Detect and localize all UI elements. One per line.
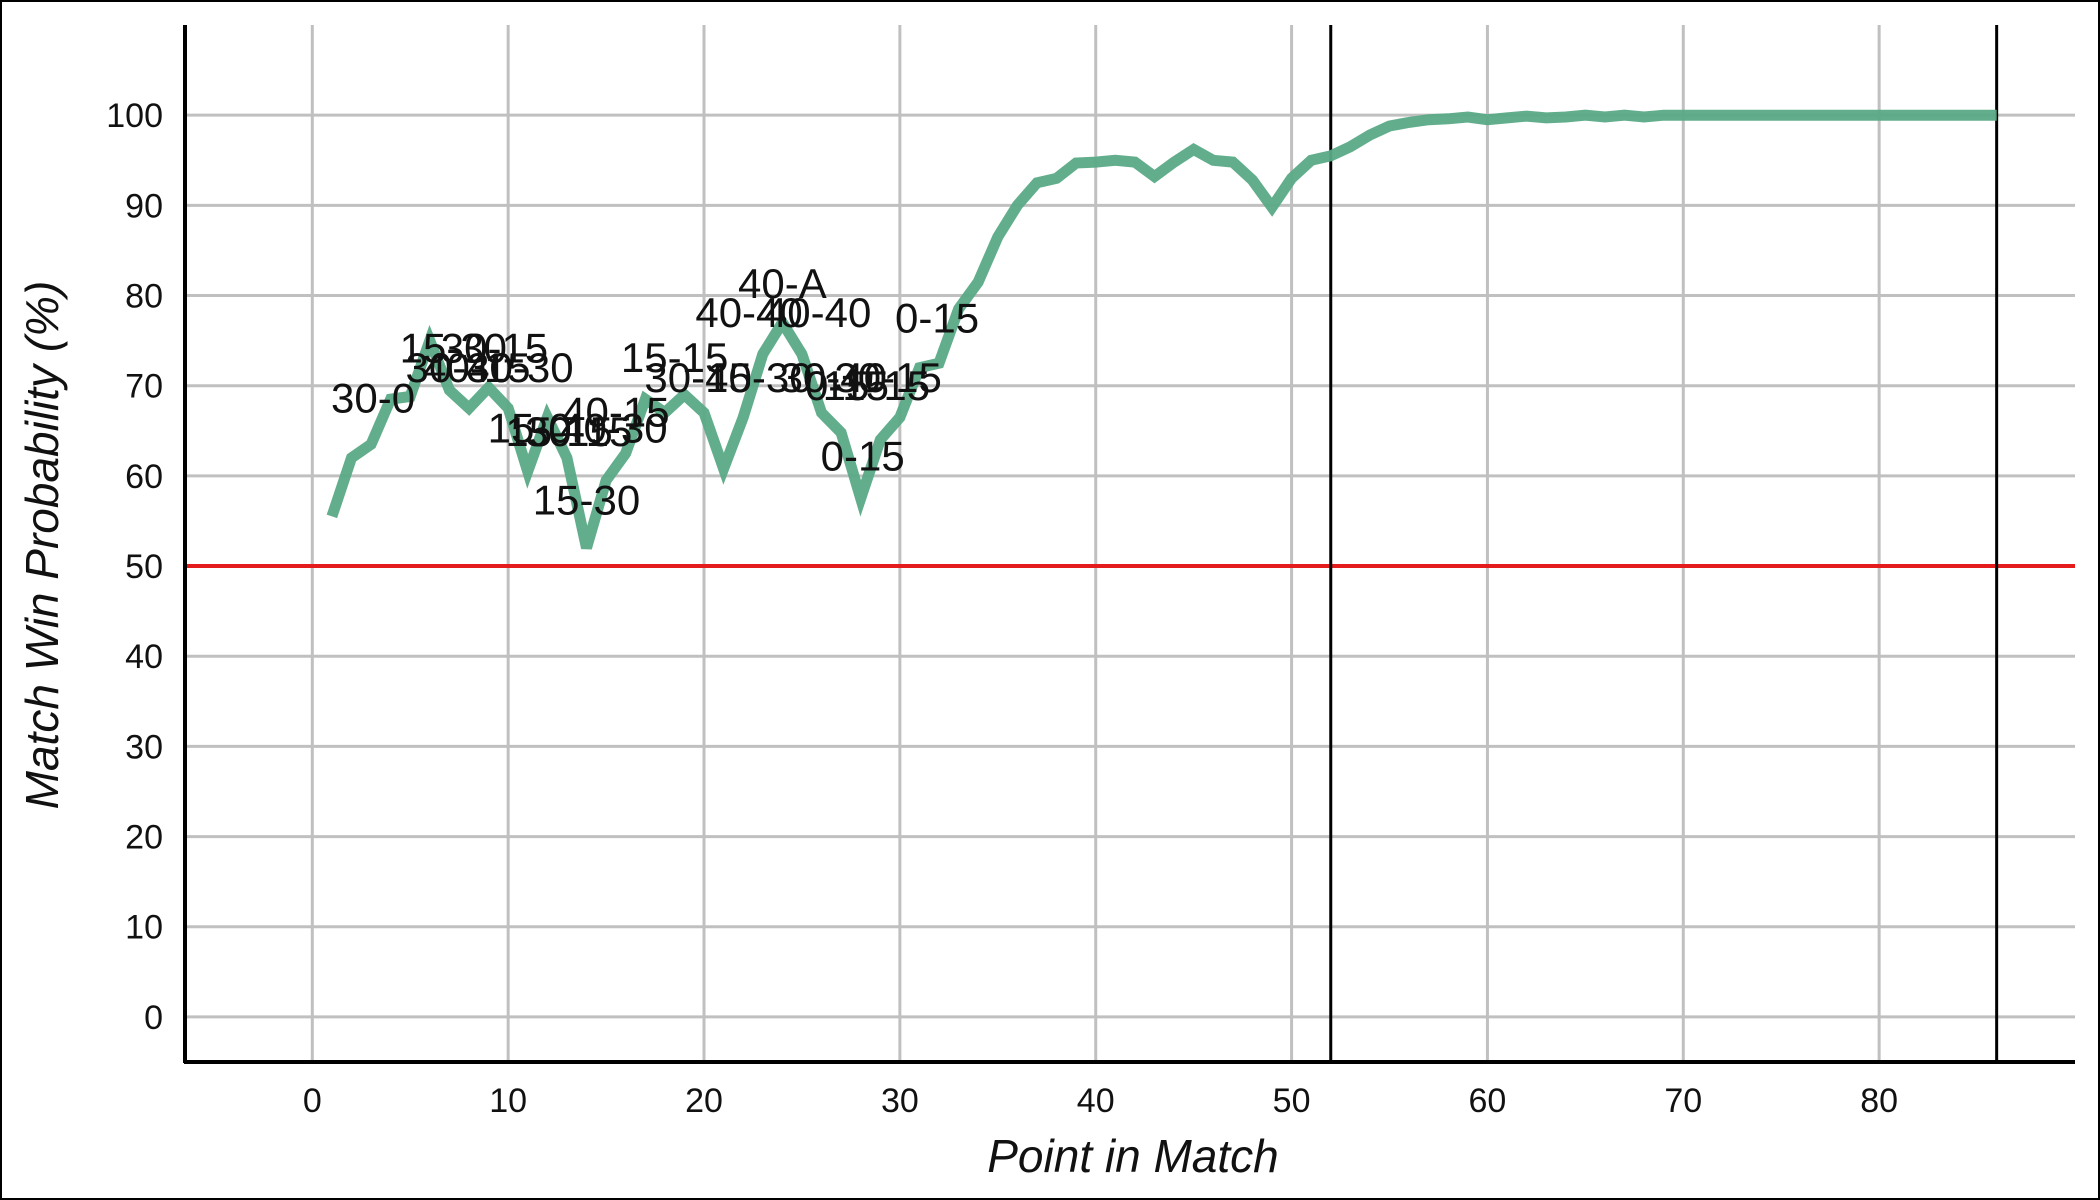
x-tick-label: 60 bbox=[1469, 1082, 1507, 1120]
axes: 0 10 20 30 40 50 60 70 80 0 10 20 30 40 50 60 70 80 90 100 bbox=[106, 25, 2075, 1120]
series-layer bbox=[326, 109, 1997, 550]
win-probability-line bbox=[326, 109, 1997, 550]
score-annotation: 15-30 bbox=[533, 477, 640, 524]
x-tick-label: 50 bbox=[1273, 1082, 1311, 1120]
score-annotation: 30-15 bbox=[644, 354, 751, 401]
score-annotation: 40-30 bbox=[466, 344, 573, 391]
score-annotation: 15-15 bbox=[621, 334, 728, 381]
score-annotation: 15-30 bbox=[400, 324, 507, 371]
y-tick-label: 50 bbox=[125, 548, 163, 586]
score-annotation: 30-0 bbox=[331, 375, 415, 422]
score-annotation: 30-40 bbox=[780, 354, 887, 401]
y-tick-label: 20 bbox=[125, 819, 163, 857]
score-annotation: 30-15 bbox=[834, 354, 941, 401]
score-annotation: 40-40 bbox=[764, 289, 871, 336]
score-annotation: 15-0 bbox=[488, 405, 572, 452]
score-annotation: 30-15 bbox=[441, 324, 548, 371]
y-tick-label: 90 bbox=[125, 187, 163, 225]
y-tick-label: 70 bbox=[125, 368, 163, 406]
y-tick-label: 30 bbox=[125, 728, 163, 766]
vertical-marker-layer bbox=[1329, 25, 1999, 1062]
score-annotation: 15-15 bbox=[823, 362, 930, 409]
y-tick-label: 0 bbox=[144, 999, 163, 1037]
annotation-layer: 30-015-3030-1530-3040-1540-3015-015-1530… bbox=[331, 260, 979, 523]
x-tick-label: 10 bbox=[489, 1082, 527, 1120]
x-tick-label: 70 bbox=[1664, 1082, 1702, 1120]
grid-lines bbox=[185, 25, 2075, 1062]
x-tick-label: 40 bbox=[1077, 1082, 1115, 1120]
y-tick-label: 100 bbox=[106, 97, 163, 135]
score-annotation: 40-A bbox=[738, 260, 827, 307]
y-tick-label: 40 bbox=[125, 638, 163, 676]
x-axis-label: Point in Match bbox=[987, 1130, 1278, 1182]
score-annotation: 40-30 bbox=[560, 405, 667, 452]
x-tick-label: 30 bbox=[881, 1082, 919, 1120]
score-annotation: 40-30 bbox=[705, 354, 812, 401]
score-annotation: 0-15 bbox=[821, 432, 905, 479]
score-annotation: 30-30 bbox=[405, 344, 512, 391]
y-tick-label: 80 bbox=[125, 278, 163, 316]
score-annotation: 0-15 bbox=[805, 362, 889, 409]
y-tick-label: 10 bbox=[125, 909, 163, 947]
score-annotation: 0-15 bbox=[895, 294, 979, 341]
score-annotation: 40-15 bbox=[423, 344, 530, 391]
axis-labels: Point in Match Match Win Probability (%) bbox=[16, 281, 1279, 1182]
x-tick-label: 0 bbox=[303, 1082, 322, 1120]
score-annotation: 40-40 bbox=[695, 289, 802, 336]
y-tick-label: 60 bbox=[125, 458, 163, 496]
x-tick-label: 20 bbox=[685, 1082, 723, 1120]
score-annotation: 30-15 bbox=[525, 408, 632, 455]
score-annotation: 40-15 bbox=[562, 388, 669, 435]
score-annotation: 15-15 bbox=[505, 408, 612, 455]
y-axis-label: Match Win Probability (%) bbox=[16, 281, 68, 810]
x-tick-label: 80 bbox=[1860, 1082, 1898, 1120]
